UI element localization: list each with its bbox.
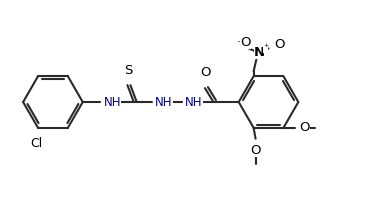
Text: O: O [201, 66, 211, 79]
Text: O: O [299, 121, 310, 134]
Text: N: N [254, 46, 265, 59]
Text: Cl: Cl [30, 137, 42, 150]
Text: ⁻: ⁻ [236, 39, 241, 49]
Text: NH: NH [155, 95, 173, 108]
Text: O: O [250, 144, 261, 157]
Text: O: O [274, 38, 285, 51]
Text: S: S [124, 64, 132, 77]
Text: O: O [240, 36, 251, 49]
Text: NH: NH [103, 95, 121, 108]
Text: ⁺: ⁺ [263, 43, 268, 54]
Text: NH: NH [185, 95, 203, 108]
